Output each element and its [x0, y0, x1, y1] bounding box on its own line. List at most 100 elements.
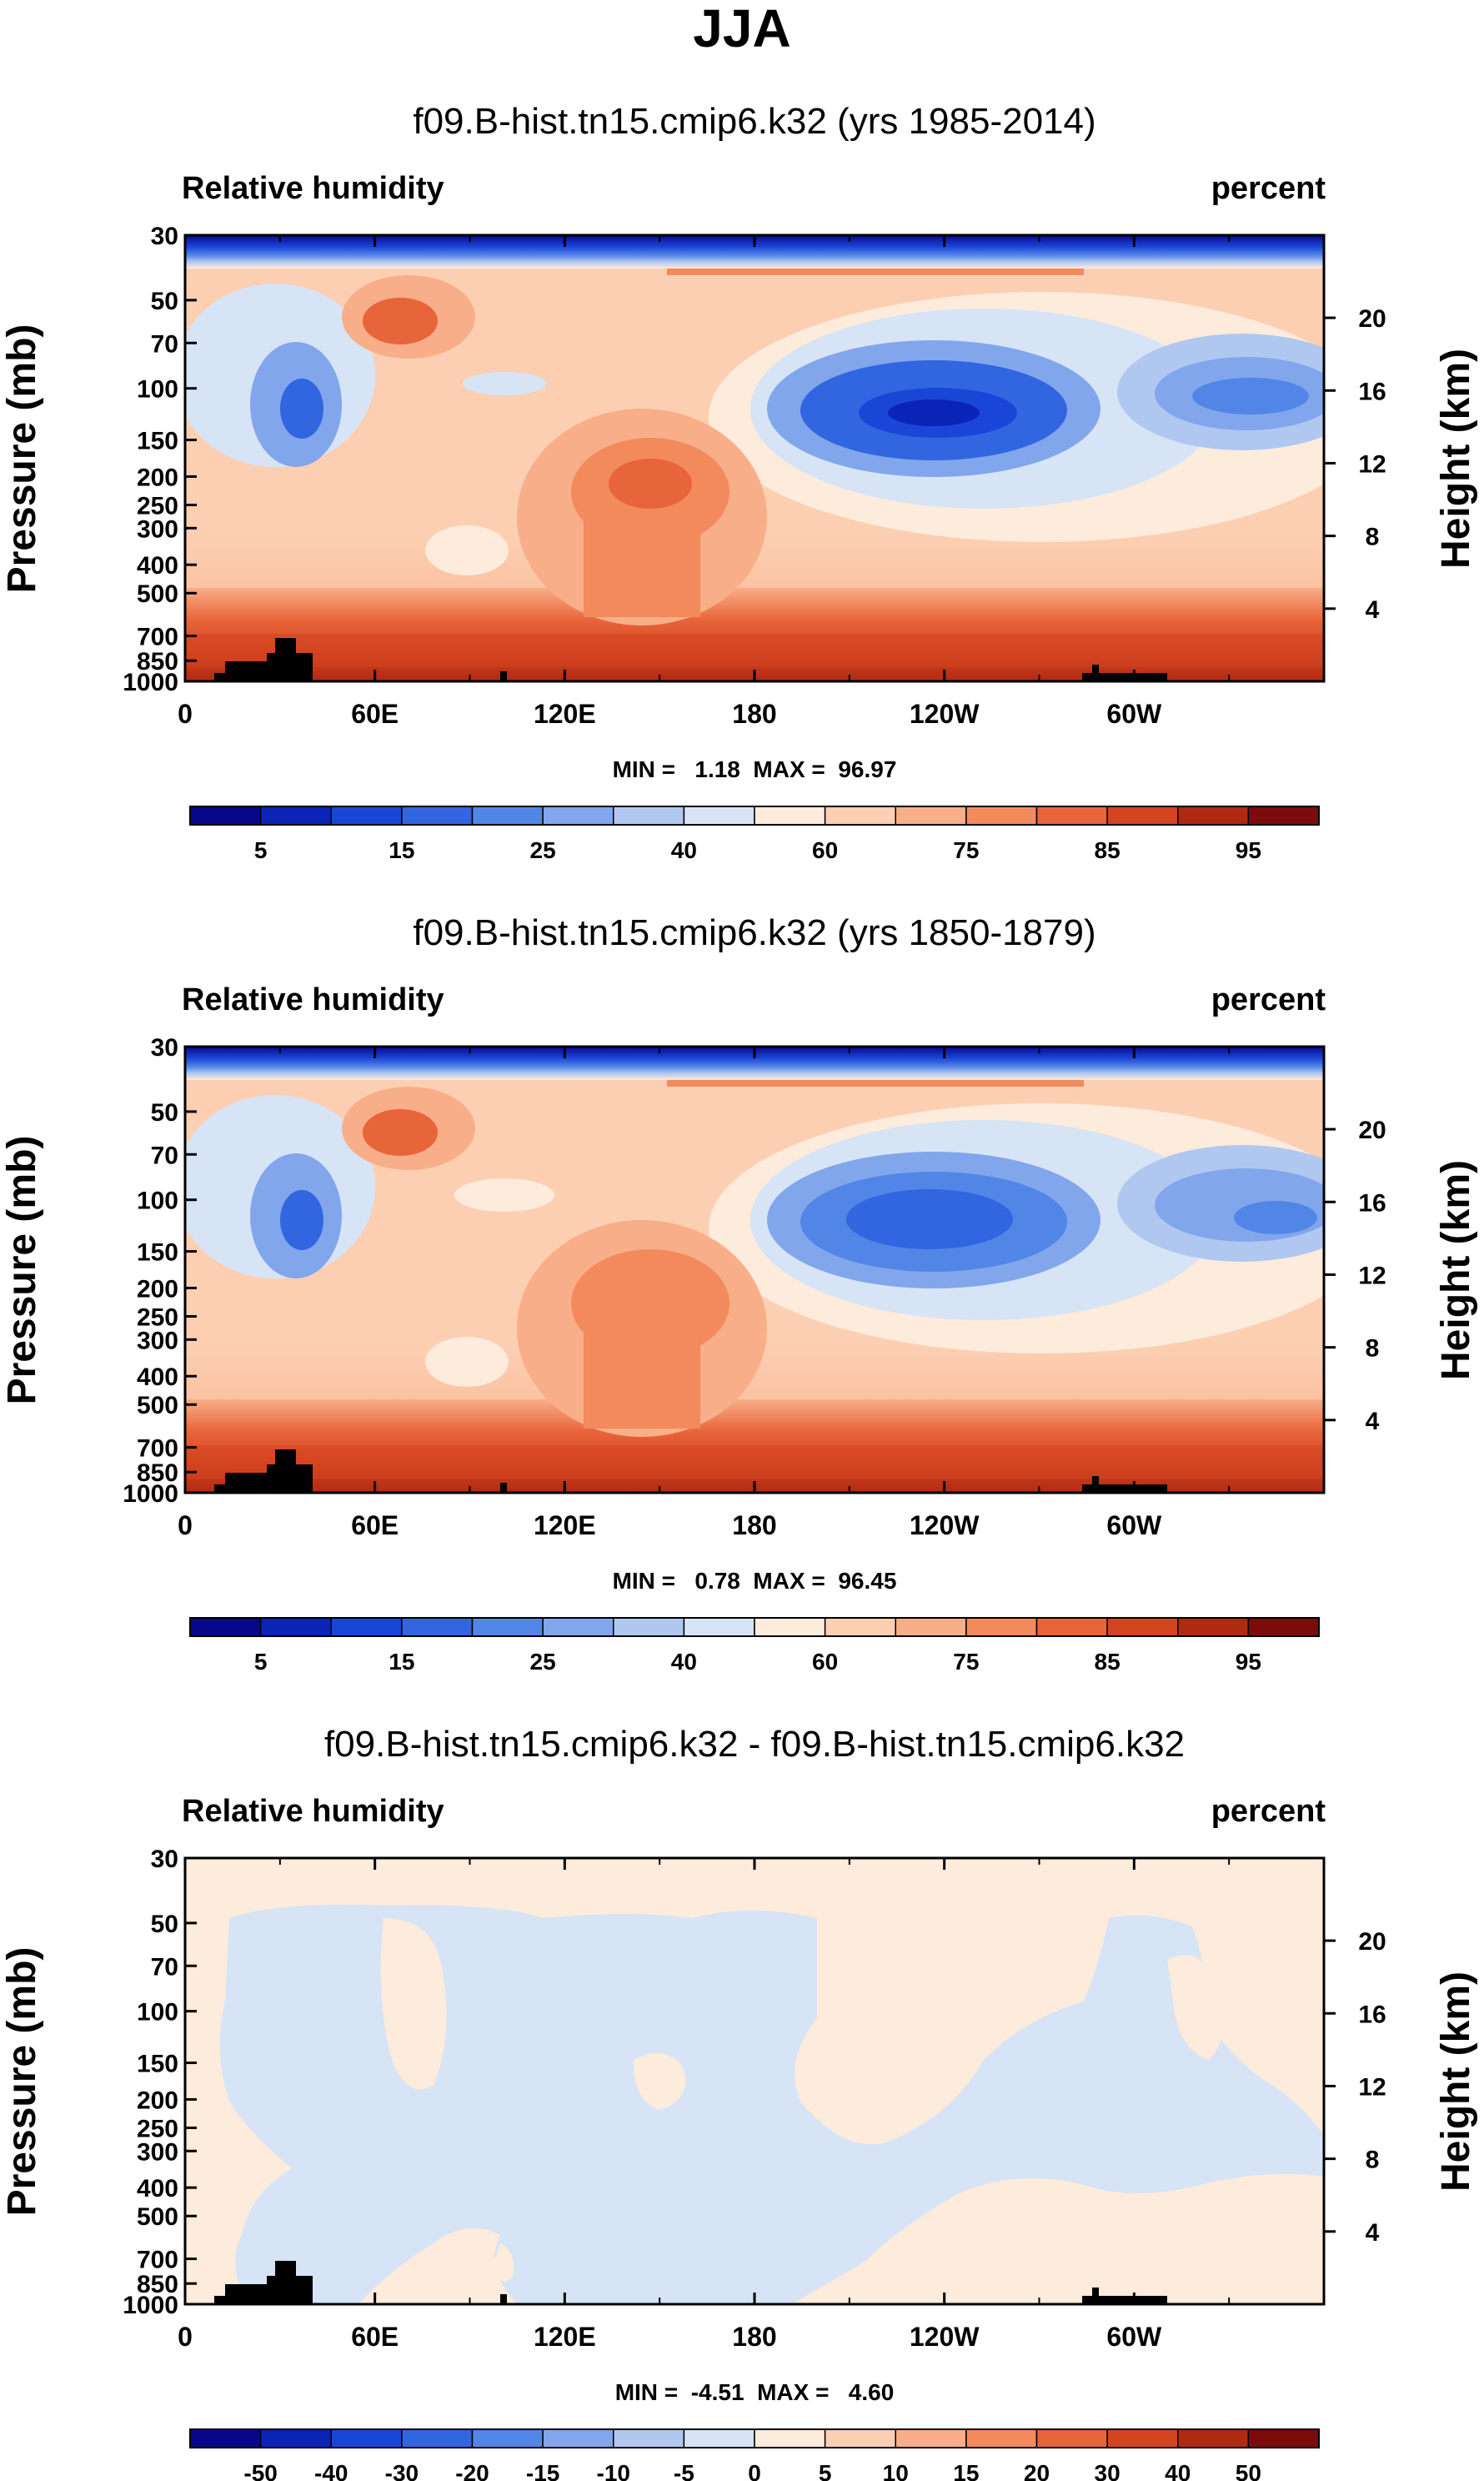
colorbar-swatch — [471, 2428, 544, 2448]
colorbar-swatch — [471, 806, 544, 826]
colorbar-swatch — [965, 1617, 1038, 1637]
negative-region — [219, 1905, 1324, 2304]
sparse-region — [463, 372, 546, 395]
y2-tick-label: 12 — [1358, 450, 1386, 478]
y-tick-label: 50 — [151, 288, 178, 315]
dry-region — [1234, 1201, 1317, 1234]
y2-tick-label: 16 — [1358, 2001, 1386, 2028]
y-tick-label: 50 — [151, 1099, 178, 1127]
y2-tick-label: 20 — [1358, 1117, 1386, 1144]
y-tick-label: 70 — [151, 330, 178, 358]
x-tick-label: 120W — [910, 2322, 980, 2352]
panel-3: f09.B-hist.tn15.cmip6.k32 - f09.B-hist.t… — [0, 1724, 1478, 2481]
min-max-stats: MIN = -4.51 MAX = 4.60 — [615, 2379, 895, 2405]
colorbar-swatch — [613, 806, 685, 826]
figure-title: JJA — [693, 0, 790, 58]
colorbar-swatch — [754, 1617, 826, 1637]
topography — [500, 1483, 507, 1493]
colorbar-swatch — [1247, 806, 1320, 826]
y2-tick-label: 12 — [1358, 2073, 1386, 2101]
contour-field — [185, 235, 1324, 681]
y2-tick-label: 8 — [1366, 1335, 1380, 1363]
tropopause-moist — [667, 269, 1084, 275]
variable-label: Relative humidity — [182, 171, 444, 206]
surface-layer — [185, 1445, 1324, 1479]
sparse-region — [425, 525, 509, 575]
x-tick-label: 60E — [351, 1510, 399, 1540]
units-label: percent — [1211, 982, 1326, 1017]
colorbar-swatch — [754, 2428, 826, 2448]
y-tick-label: 150 — [137, 1239, 178, 1267]
colorbar-swatch — [895, 1617, 967, 1637]
colorbar-swatch — [330, 2428, 403, 2448]
topography — [500, 671, 507, 681]
colorbar-label: 60 — [812, 837, 838, 863]
colorbar-swatch — [259, 806, 332, 826]
positive-patch — [492, 2243, 514, 2282]
y-tick-label: 200 — [137, 2087, 178, 2114]
colorbar-label: 25 — [530, 1649, 556, 1675]
colorbar-label: -5 — [674, 2460, 694, 2481]
y-tick-label: 30 — [151, 1034, 178, 1062]
dry-region — [1192, 378, 1309, 414]
y-tick-label: 700 — [137, 624, 178, 651]
colorbar-label: 75 — [953, 1649, 979, 1675]
colorbar-swatch — [1177, 2428, 1250, 2448]
moist-region — [363, 298, 438, 344]
x-tick-label: 180 — [732, 2322, 776, 2352]
y-tick-label: 30 — [151, 223, 178, 250]
moist-plume — [584, 517, 700, 617]
y-tick-label: 70 — [151, 1953, 178, 1981]
y-tick-label: 100 — [137, 1188, 178, 1215]
colorbar-swatch — [965, 2428, 1038, 2448]
y-tick-label: 300 — [137, 515, 178, 543]
colorbar-frame — [189, 806, 1320, 826]
colorbar-label: 75 — [953, 837, 979, 863]
colorbar-label: 15 — [953, 2460, 979, 2481]
colorbar-swatch — [613, 1617, 685, 1637]
x-tick-label: 180 — [732, 1510, 776, 1540]
topography — [214, 1449, 313, 1493]
colorbar-label: 95 — [1236, 837, 1261, 863]
y-tick-label: 400 — [137, 1364, 178, 1391]
moist-plume — [609, 459, 692, 509]
colorbar-frame — [189, 2428, 1320, 2448]
colorbar-swatch — [189, 1617, 262, 1637]
y-tick-label: 500 — [137, 1392, 178, 1419]
colorbar-swatch — [189, 806, 262, 826]
colorbar-swatch — [401, 1617, 474, 1637]
colorbar-swatch — [895, 2428, 967, 2448]
y-tick-label: 850 — [137, 2271, 178, 2298]
contour-field — [185, 1047, 1324, 1493]
y2-axis-label: Height (km) — [1434, 349, 1478, 569]
y2-tick-label: 20 — [1358, 1928, 1386, 1956]
y-tick-label: 250 — [137, 1303, 178, 1331]
colorbar-label: -15 — [526, 2460, 559, 2481]
colorbar-swatch — [1106, 806, 1179, 826]
moist-plume — [584, 1328, 700, 1429]
x-tick-label: 0 — [178, 1510, 193, 1540]
panel-1: f09.B-hist.tn15.cmip6.k32 (yrs 1985-2014… — [0, 101, 1478, 863]
topography — [1082, 2288, 1167, 2304]
x-tick-label: 60W — [1106, 2322, 1162, 2352]
y-tick-label: 200 — [137, 1275, 178, 1303]
x-tick-label: 0 — [178, 699, 193, 729]
colorbar-swatch — [1106, 2428, 1179, 2448]
colorbar-swatch — [1247, 1617, 1320, 1637]
y-tick-label: 850 — [137, 1459, 178, 1487]
y2-tick-label: 8 — [1366, 524, 1380, 551]
y-tick-label: 400 — [137, 552, 178, 580]
dry-core — [888, 399, 980, 426]
y-tick-label: 1000 — [123, 2292, 178, 2319]
colorbar-label: 10 — [883, 2460, 909, 2481]
x-tick-label: 120W — [910, 699, 980, 729]
y2-tick-label: 4 — [1366, 596, 1380, 624]
y-tick-label: 500 — [137, 2203, 178, 2231]
y-tick-label: 700 — [137, 2247, 178, 2274]
y2-tick-label: 20 — [1358, 305, 1386, 333]
colorbar-label: -30 — [385, 2460, 419, 2481]
colorbar-label: -40 — [314, 2460, 348, 2481]
y-tick-label: 50 — [151, 1911, 178, 1938]
y2-tick-label: 12 — [1358, 1262, 1386, 1289]
